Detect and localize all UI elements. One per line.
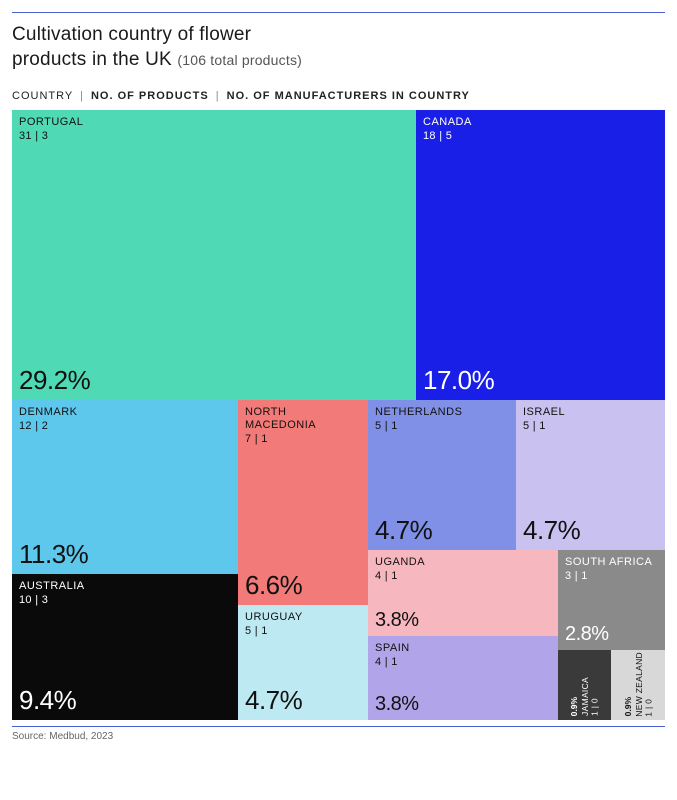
tile-name: NETHERLANDS bbox=[375, 406, 509, 419]
legend-sep2: | bbox=[216, 90, 220, 102]
tile-pct: 4.7% bbox=[375, 515, 432, 546]
tile-uruguay: URUGUAY5 | 1 4.7% bbox=[238, 605, 368, 720]
tile-counts: 3 | 1 bbox=[565, 570, 658, 582]
title-line2-text: products in the UK bbox=[12, 49, 172, 70]
tile-name: NORTH MACEDONIA bbox=[245, 406, 361, 431]
tile-uganda: UGANDA4 | 1 3.8% bbox=[368, 550, 558, 636]
tile-israel: ISRAEL5 | 1 4.7% bbox=[516, 400, 665, 550]
tile-pct: 0.9% bbox=[569, 697, 579, 716]
tile-nmacedonia: NORTH MACEDONIA 7 | 1 6.6% bbox=[238, 400, 368, 605]
tile-pct: 4.7% bbox=[523, 515, 580, 546]
tile-name: AUSTRALIA bbox=[19, 580, 231, 593]
tile-pct: 2.8% bbox=[565, 623, 609, 646]
tile-canada: CANADA18 | 5 17.0% bbox=[416, 110, 665, 400]
tile-counts: 4 | 1 bbox=[375, 570, 551, 582]
tile-pct: 29.2% bbox=[19, 365, 90, 396]
tile-portugal: PORTUGAL31 | 3 29.2% bbox=[12, 110, 416, 400]
source-text: Source: Medbud, 2023 bbox=[12, 726, 665, 742]
tile-nz: 0.9%NEW ZEALAND 1 | 0 bbox=[611, 650, 665, 720]
tile-label: NEW ZEALAND 1 | 0 bbox=[635, 652, 654, 717]
title-line1: Cultivation country of flower bbox=[12, 23, 665, 48]
legend-country: COUNTRY bbox=[12, 90, 73, 102]
tile-counts: 10 | 3 bbox=[19, 594, 231, 606]
tile-pct: 3.8% bbox=[375, 609, 419, 632]
tile-pct: 0.9% bbox=[623, 697, 633, 716]
tile-pct: 17.0% bbox=[423, 365, 494, 396]
tile-counts: 5 | 1 bbox=[375, 420, 509, 432]
treemap: PORTUGAL31 | 3 29.2% CANADA18 | 5 17.0% DENM… bbox=[12, 110, 665, 720]
tile-label: JAMAICA 1 | 0 bbox=[581, 677, 600, 716]
tile-counts: 5 | 1 bbox=[245, 625, 361, 637]
tile-counts: 4 | 1 bbox=[375, 656, 551, 668]
tile-counts: 18 | 5 bbox=[423, 130, 658, 142]
tile-denmark: DENMARK12 | 2 11.3% bbox=[12, 400, 238, 574]
tile-name: DENMARK bbox=[19, 406, 231, 419]
tile-name: ISRAEL bbox=[523, 406, 658, 419]
tile-counts: 7 | 1 bbox=[245, 433, 361, 445]
legend: COUNTRY | NO. OF PRODUCTS | NO. OF MANUF… bbox=[12, 90, 665, 102]
tile-counts: 5 | 1 bbox=[523, 420, 658, 432]
legend-sep1: | bbox=[80, 90, 84, 102]
tile-pct: 6.6% bbox=[245, 570, 302, 601]
title-line2: products in the UK (106 total products) bbox=[12, 48, 665, 73]
tile-netherlands: NETHERLANDS5 | 1 4.7% bbox=[368, 400, 516, 550]
title: Cultivation country of flower products i… bbox=[12, 23, 665, 72]
tile-safrica: SOUTH AFRICA3 | 1 2.8% bbox=[558, 550, 665, 650]
legend-manufacturers: NO. OF MANUFACTURERS IN COUNTRY bbox=[227, 90, 470, 102]
tile-counts: 12 | 2 bbox=[19, 420, 231, 432]
tile-name: CANADA bbox=[423, 116, 658, 129]
tile-jamaica: 0.9%JAMAICA 1 | 0 bbox=[558, 650, 611, 720]
tile-name: PORTUGAL bbox=[19, 116, 409, 129]
tile-australia: AUSTRALIA10 | 3 9.4% bbox=[12, 574, 238, 720]
tile-name: URUGUAY bbox=[245, 611, 361, 624]
tile-pct: 3.8% bbox=[375, 693, 419, 716]
tile-name: SOUTH AFRICA bbox=[565, 556, 658, 569]
tile-counts: 31 | 3 bbox=[19, 130, 409, 142]
tile-spain: SPAIN4 | 1 3.8% bbox=[368, 636, 558, 720]
tile-name: SPAIN bbox=[375, 642, 551, 655]
title-suffix: (106 total products) bbox=[177, 52, 302, 68]
tile-pct: 4.7% bbox=[245, 685, 302, 716]
tile-pct: 9.4% bbox=[19, 685, 76, 716]
tile-name: UGANDA bbox=[375, 556, 551, 569]
tile-pct: 11.3% bbox=[19, 539, 88, 570]
legend-products: NO. OF PRODUCTS bbox=[91, 90, 209, 102]
top-rule bbox=[12, 12, 665, 13]
